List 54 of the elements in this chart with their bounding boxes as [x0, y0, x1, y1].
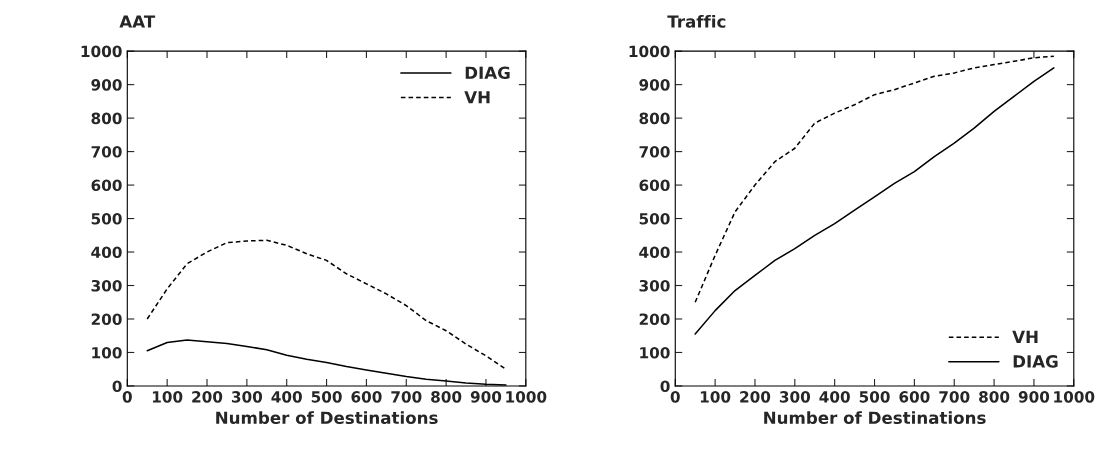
x-tick-label: 300	[231, 391, 263, 403]
legend-label: DIAG	[465, 66, 510, 80]
y-tick-label: 900	[91, 79, 122, 91]
y-tick-label: 700	[91, 146, 122, 158]
x-tick-label: 100	[152, 391, 183, 403]
y-tick-label: 100	[92, 346, 122, 359]
y-tick-label: 0	[660, 380, 670, 392]
x-tick-label: 600	[351, 391, 382, 403]
y-tick-label: 400	[639, 246, 670, 259]
x-tick-label: 0	[670, 391, 680, 403]
x-axis-title: Number of Destinations	[764, 411, 986, 425]
x-tick-label: 300	[779, 391, 811, 403]
x-tick-label: 400	[819, 391, 850, 403]
y-tick-label: 900	[639, 79, 670, 91]
y-axis-title: AAT	[119, 15, 156, 28]
y-tick-label: 200	[91, 313, 122, 326]
x-tick-label: 500	[859, 391, 890, 403]
line-series	[146, 239, 507, 370]
x-tick-label: 900	[470, 391, 502, 403]
y-tick-label: 600	[639, 179, 670, 192]
y-tick-label: 0	[112, 380, 122, 392]
y-tick-label: 1000	[629, 45, 670, 58]
y-tick-label: 700	[639, 146, 670, 158]
y-tick-label: 300	[91, 279, 122, 292]
y-tick-label: 500	[91, 213, 122, 225]
x-tick-label: 800	[431, 391, 462, 403]
line-series	[694, 55, 1055, 304]
y-tick-label: 100	[640, 346, 670, 359]
y-tick-label: 800	[639, 112, 670, 125]
x-tick-label: 0	[122, 391, 132, 403]
y-tick-label: 500	[639, 213, 670, 225]
y-tick-label: 1000	[81, 45, 122, 58]
y-axis-title: Traffic	[667, 14, 726, 28]
y-tick-label: 200	[639, 313, 670, 326]
legend-label: DIAG	[1013, 355, 1058, 368]
x-tick-label: 200	[740, 391, 771, 403]
x-tick-label: 500	[311, 391, 342, 403]
legend-label: VH	[1012, 330, 1038, 344]
x-axis-title: Number of Destinations	[216, 411, 438, 425]
x-tick-label: 800	[979, 391, 1010, 403]
x-tick-label: 1000	[506, 391, 547, 403]
x-tick-label: 200	[192, 391, 223, 403]
x-tick-label: 100	[700, 391, 731, 403]
y-tick-label: 300	[639, 279, 670, 292]
x-tick-label: 400	[271, 391, 302, 403]
y-tick-label: 600	[91, 179, 122, 192]
x-tick-label: 600	[899, 391, 930, 403]
x-tick-label: 1000	[1054, 391, 1095, 403]
y-tick-label: 800	[91, 112, 122, 125]
y-tick-label: 400	[91, 246, 122, 259]
x-tick-label: 900	[1018, 391, 1050, 403]
x-tick-label: 700	[939, 391, 970, 403]
legend-label: VH	[464, 91, 490, 104]
x-tick-label: 700	[391, 391, 422, 403]
